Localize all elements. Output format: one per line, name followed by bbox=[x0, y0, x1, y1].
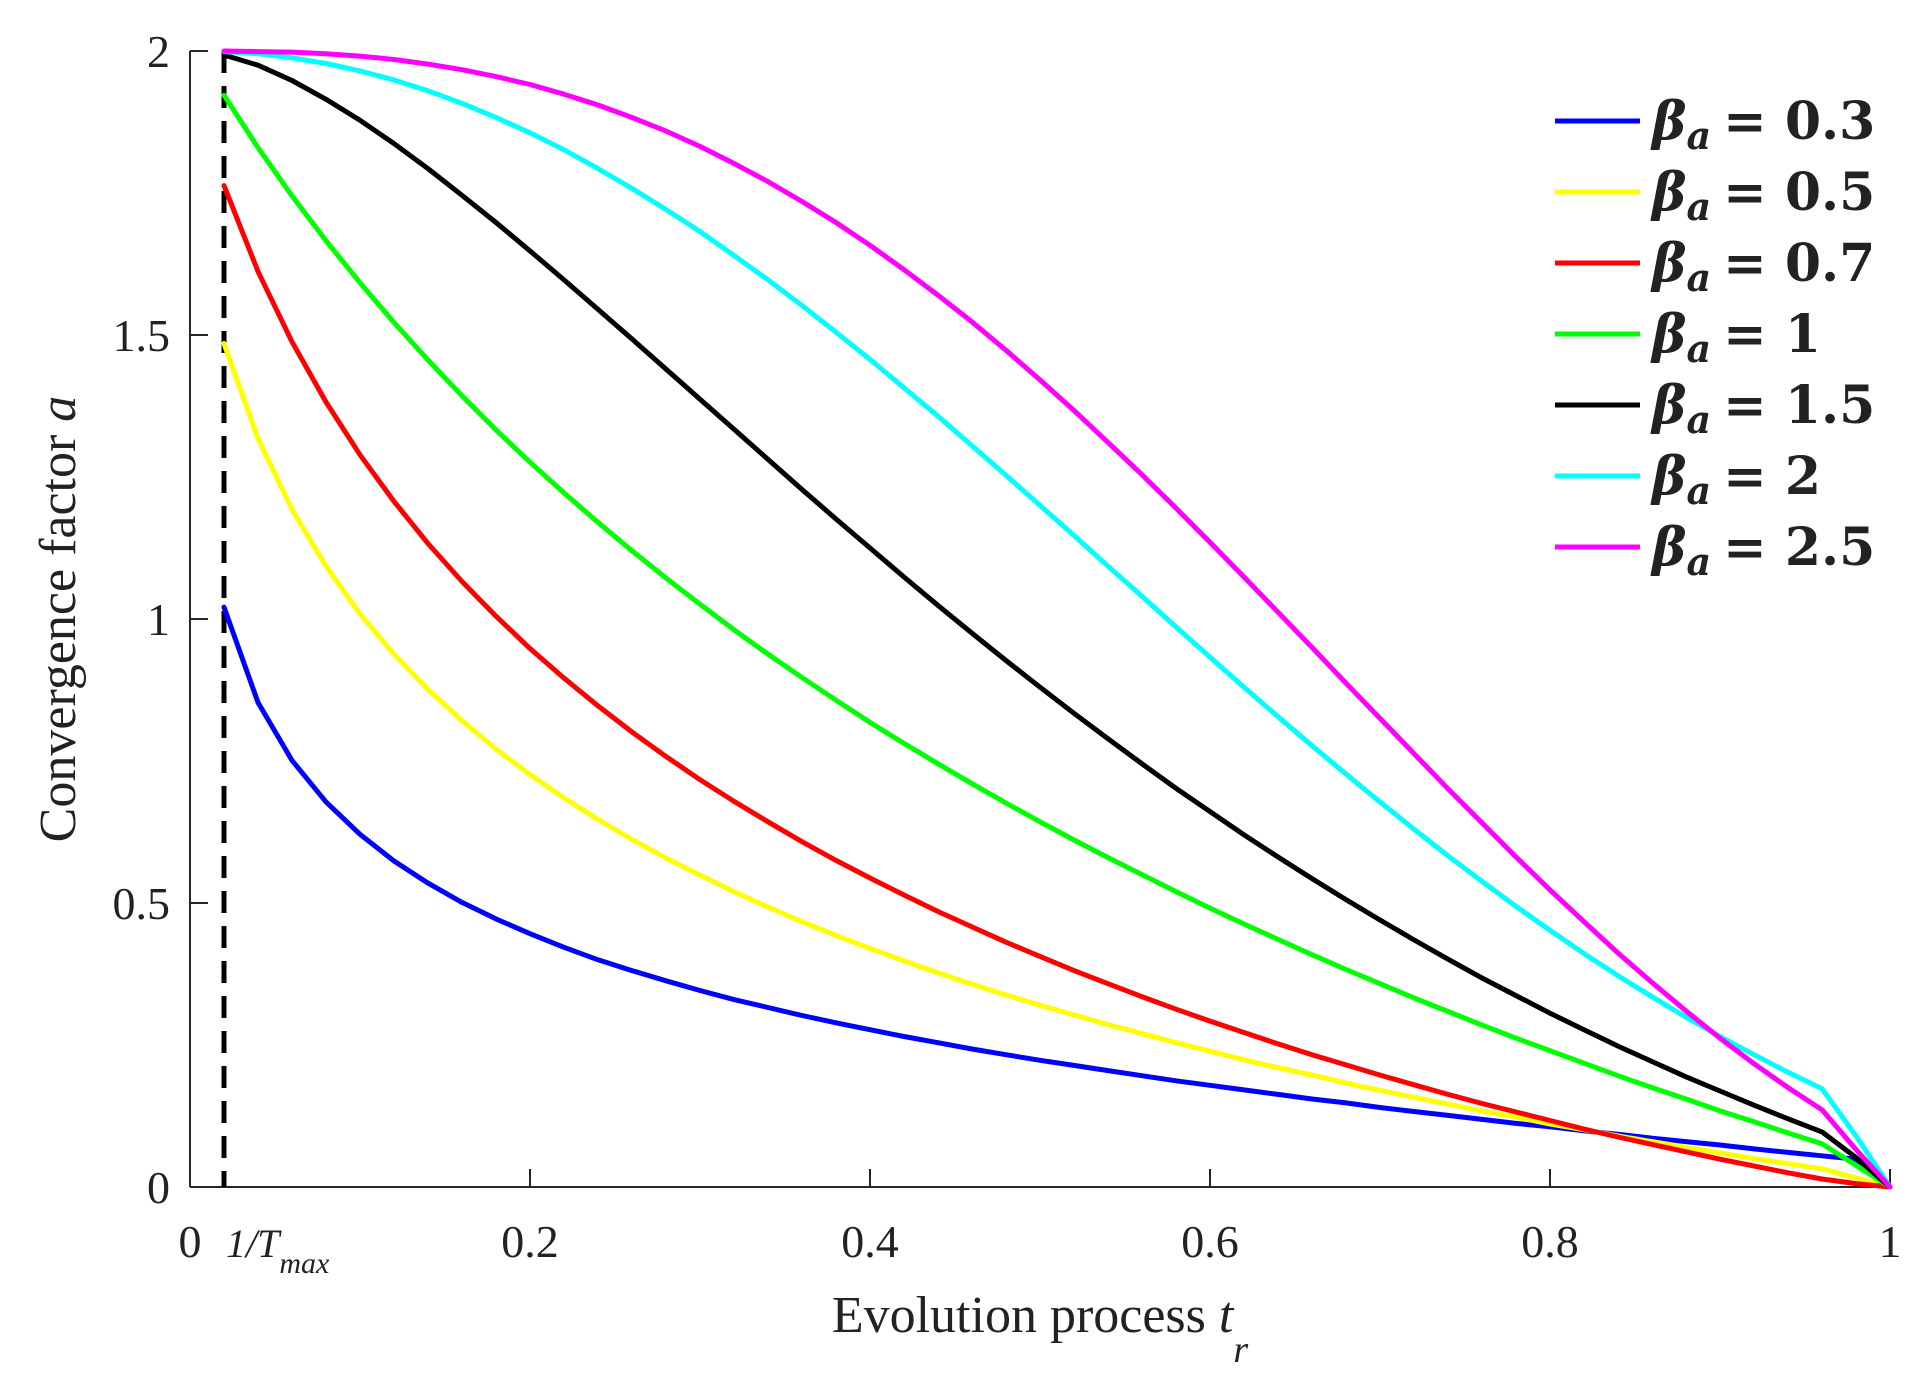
legend-symbol: β bbox=[1650, 304, 1687, 365]
legend-label-6: βa = 2 bbox=[1650, 446, 1821, 513]
series-line-7 bbox=[221, 48, 1893, 1190]
x-axis: 0.2 0.4 0.6 0.8 1 0 bbox=[179, 1169, 1902, 1267]
legend-value: = 0.3 bbox=[1723, 91, 1875, 152]
y-tick-label: 0 bbox=[147, 1162, 170, 1213]
y-tick-label: 0.5 bbox=[113, 878, 171, 929]
legend-symbol: β bbox=[1650, 91, 1687, 152]
series-line-6 bbox=[221, 49, 1893, 1190]
y-axis-title-text: Convergence factor bbox=[30, 422, 87, 843]
legend-label-7: βa = 2.5 bbox=[1650, 517, 1875, 584]
legend-value: = 1.5 bbox=[1723, 375, 1875, 436]
legend-label-2: βa = 0.5 bbox=[1650, 162, 1875, 229]
annotation-label: 1/Tmax bbox=[226, 1221, 330, 1280]
legend-symbol: β bbox=[1650, 375, 1687, 436]
legend: βa = 0.3βa = 0.5βa = 0.7βa = 1βa = 1.5βa = 2βa… bbox=[1555, 91, 1875, 584]
y-axis: 0 0.5 1 1.5 2 bbox=[113, 26, 208, 1213]
y-tick-label: 1 bbox=[147, 594, 170, 645]
x-tick-label: 0.4 bbox=[841, 1216, 899, 1267]
plot-area bbox=[189, 51, 1890, 1188]
series-lines bbox=[221, 48, 1893, 1190]
legend-symbol: β bbox=[1650, 162, 1687, 223]
series-line-3 bbox=[221, 183, 1893, 1190]
legend-subscript: a bbox=[1687, 326, 1712, 371]
x-tick-label: 0.8 bbox=[1521, 1216, 1579, 1267]
series-line-5 bbox=[221, 52, 1893, 1190]
x-tick-label: 0.6 bbox=[1181, 1216, 1239, 1267]
x-tick-label: 0.2 bbox=[501, 1216, 559, 1267]
series-line-4 bbox=[221, 92, 1893, 1190]
y-tick-label: 2 bbox=[147, 26, 170, 77]
y-axis-title-var: a bbox=[30, 396, 87, 422]
legend-value: = 1 bbox=[1723, 304, 1821, 365]
x-axis-title-text: Evolution process bbox=[832, 1287, 1219, 1344]
x-axis-title-sub: r bbox=[1233, 1329, 1248, 1371]
legend-label-3: βa = 0.7 bbox=[1650, 233, 1875, 300]
legend-subscript: a bbox=[1687, 255, 1712, 300]
legend-label-5: βa = 1.5 bbox=[1650, 375, 1875, 442]
x-axis-title-var: t bbox=[1219, 1287, 1235, 1344]
legend-subscript: a bbox=[1687, 539, 1712, 584]
legend-value: = 0.7 bbox=[1723, 233, 1875, 294]
y-tick-label: 1.5 bbox=[113, 310, 171, 361]
axis-titles: Evolution process tr Convergence factor a bbox=[30, 396, 1248, 1371]
series-line-1 bbox=[221, 604, 1893, 1190]
legend-value: = 2 bbox=[1723, 446, 1821, 507]
annotation-label-sub: max bbox=[279, 1247, 330, 1280]
legend-symbol: β bbox=[1650, 517, 1687, 578]
legend-value: = 2.5 bbox=[1723, 517, 1875, 578]
legend-subscript: a bbox=[1687, 113, 1712, 158]
legend-label-4: βa = 1 bbox=[1650, 304, 1821, 371]
legend-symbol: β bbox=[1650, 446, 1687, 507]
annotation-label-main: 1/T bbox=[226, 1221, 282, 1266]
legend-subscript: a bbox=[1687, 468, 1712, 513]
legend-value: = 0.5 bbox=[1723, 162, 1875, 223]
legend-subscript: a bbox=[1687, 184, 1712, 229]
legend-symbol: β bbox=[1650, 233, 1687, 294]
x-tick-label-origin: 0 bbox=[179, 1216, 202, 1267]
legend-label-1: βa = 0.3 bbox=[1650, 91, 1875, 158]
x-tick-label: 1 bbox=[1879, 1216, 1902, 1267]
y-axis-title: Convergence factor a bbox=[30, 396, 87, 843]
legend-subscript: a bbox=[1687, 397, 1712, 442]
annotation-group: 1/Tmax bbox=[221, 51, 330, 1280]
x-axis-title: Evolution process tr bbox=[832, 1287, 1249, 1371]
